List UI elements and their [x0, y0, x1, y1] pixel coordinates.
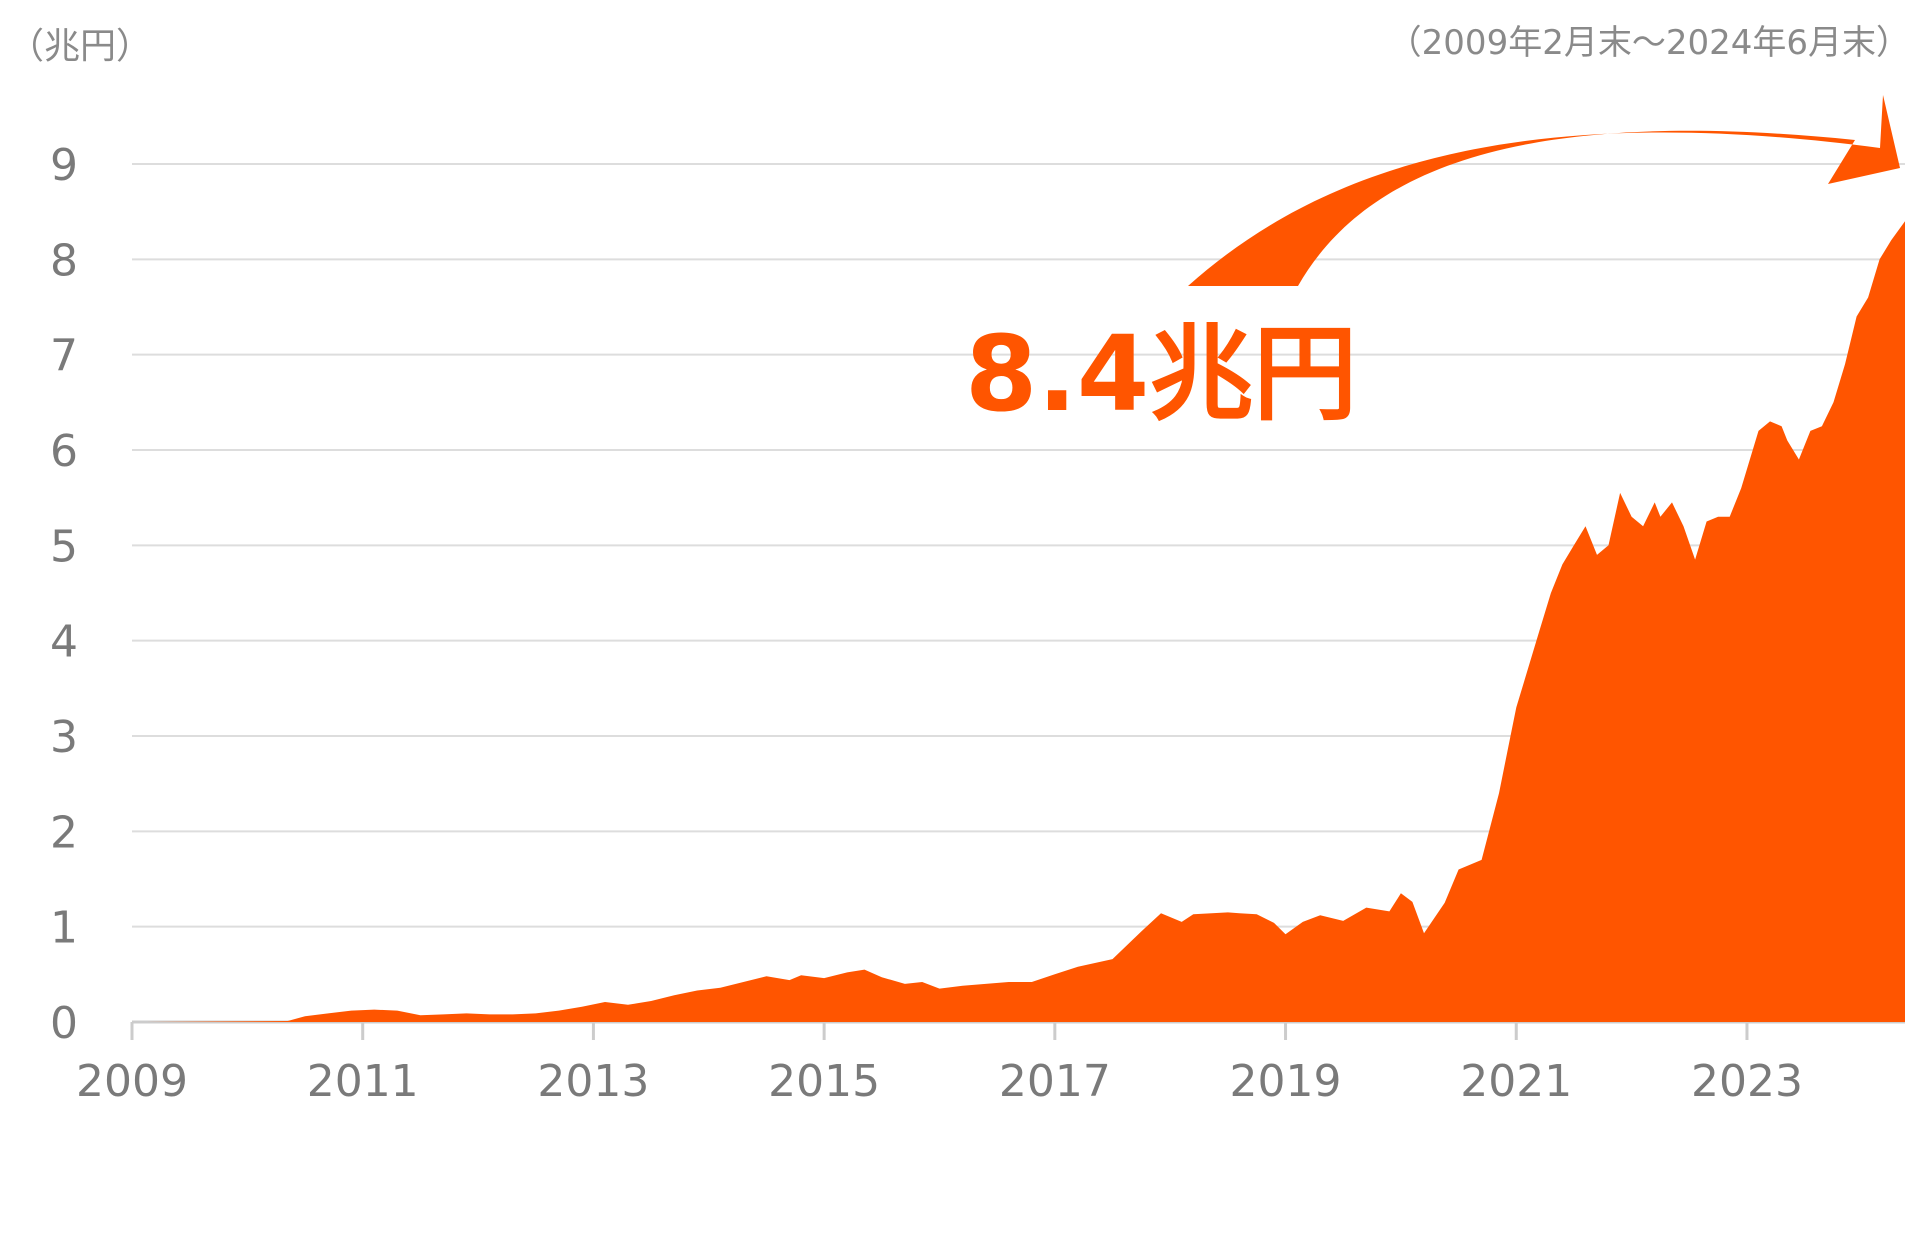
- y-tick-label: 5: [50, 521, 78, 572]
- x-tick-label: 2019: [1230, 1056, 1342, 1107]
- x-tick-label: 2021: [1460, 1056, 1572, 1107]
- period-label: （2009年2月末～2024年6月末）: [1388, 23, 1910, 63]
- y-tick-label: 3: [50, 712, 78, 763]
- x-tick-label: 2023: [1691, 1056, 1803, 1107]
- x-axis: [130, 1020, 1905, 1040]
- y-tick-label: 2: [50, 807, 78, 858]
- y-tick-label: 7: [50, 331, 78, 382]
- x-tick-label: 2017: [999, 1056, 1111, 1107]
- y-tick-label: 4: [50, 617, 78, 668]
- x-axis-tick-labels: 2009 2011 2013 2015 2017 2019 2021 2023: [76, 1056, 1803, 1107]
- y-tick-label: 1: [50, 903, 78, 954]
- growth-arrow-icon: [1188, 95, 1900, 286]
- gridlines: [132, 163, 1905, 928]
- callout-label: 8.4兆円: [965, 313, 1357, 435]
- x-tick-label: 2015: [768, 1056, 880, 1107]
- x-tick-label: 2009: [76, 1056, 188, 1107]
- y-axis-tick-labels: 0 1 2 3 4 5 6 7 8 9: [50, 140, 78, 1049]
- y-tick-label: 9: [50, 140, 78, 191]
- x-tick-label: 2013: [537, 1056, 649, 1107]
- x-tick-label: 2011: [307, 1056, 419, 1107]
- y-axis-unit-label: （兆円）: [8, 26, 152, 67]
- series-area: [145, 221, 1905, 1022]
- y-tick-label: 0: [50, 998, 78, 1049]
- y-tick-label: 8: [50, 235, 78, 286]
- y-tick-label: 6: [50, 426, 78, 477]
